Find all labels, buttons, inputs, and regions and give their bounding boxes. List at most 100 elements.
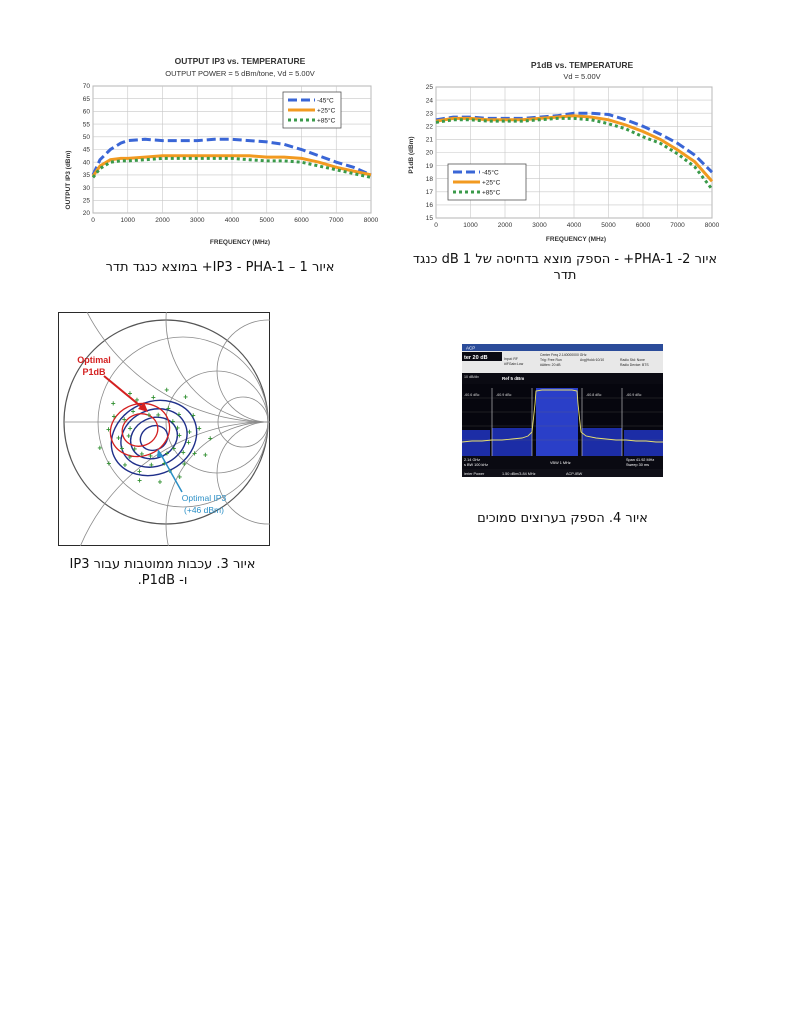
analyzer-settings-panel bbox=[462, 351, 663, 373]
smith-grid bbox=[63, 312, 270, 546]
trig-label: Trig: Free Run bbox=[540, 358, 562, 362]
impedance-plus-marker: + bbox=[208, 434, 213, 443]
impedance-plus-marker: + bbox=[181, 448, 186, 457]
atten-box bbox=[462, 352, 502, 361]
spectrum-trace bbox=[462, 389, 663, 443]
input-label: Input: RF bbox=[504, 357, 518, 361]
impedance-plus-marker: + bbox=[191, 411, 196, 420]
impedance-plus-marker: + bbox=[166, 404, 171, 413]
impedance-plus-marker: + bbox=[148, 452, 153, 461]
optimal-p1db-label: P1dB bbox=[82, 367, 106, 377]
main-channel-band bbox=[536, 388, 578, 456]
impedance-plus-marker: + bbox=[156, 410, 161, 419]
x-tick-label: 4000 bbox=[225, 217, 240, 224]
impedance-plus-marker: + bbox=[192, 449, 197, 458]
caption-figure-3: איור 3. עכבות ממוטבות עבור IP3 ו- P1dB. bbox=[50, 557, 275, 589]
y-tick-label: 40 bbox=[83, 159, 91, 166]
p1db-contour bbox=[109, 402, 171, 458]
x-tick-label: 5000 bbox=[260, 217, 275, 224]
marker-label-right-2: -60.9 dBc bbox=[626, 393, 642, 397]
adjacent-band-right-1 bbox=[582, 428, 622, 456]
impedance-plus-marker: + bbox=[165, 449, 170, 458]
legend-label: +85°C bbox=[482, 188, 501, 196]
caption-figure-4: איור 4. הספק בערוצים סמוכים bbox=[477, 511, 648, 526]
y-tick-label: 25 bbox=[83, 198, 91, 205]
impedance-plus-marker: + bbox=[111, 399, 116, 408]
caption-figure-2: איור 2- PHA-1+ - הספק מוצא בדחיסה של 1 d… bbox=[400, 252, 730, 284]
ip3-arrowhead bbox=[157, 449, 164, 457]
series-line bbox=[435, 116, 714, 191]
series-line bbox=[91, 156, 372, 179]
impedance-plus-marker: + bbox=[120, 444, 125, 453]
series-line bbox=[91, 154, 372, 178]
legend-label: +25°C bbox=[482, 178, 501, 186]
x-tick-label: 4000 bbox=[567, 222, 582, 229]
x-tick-label: 0 bbox=[91, 217, 95, 224]
y-tick-label: 22 bbox=[426, 124, 434, 131]
y-tick-label: 65 bbox=[83, 96, 91, 103]
plus-markers: ++++++++ ++++++++++ ++++++++++++++++++++++… bbox=[97, 386, 212, 487]
y-tick-label: 70 bbox=[83, 83, 91, 90]
adjacent-band-left-1 bbox=[492, 428, 532, 456]
radio-device-label: Radio Device: BTS bbox=[620, 363, 649, 367]
p1db-chart: P1dB vs. TEMPERATURE Vd = 5.00V P1dB (dB… bbox=[408, 60, 720, 243]
y-tick-label: 20 bbox=[83, 210, 91, 217]
y-tick-label: 16 bbox=[426, 202, 434, 209]
impedance-plus-marker: + bbox=[171, 444, 176, 453]
ref-level-label: 10 dB/div bbox=[464, 375, 479, 379]
caption-figure-3-line-2: ו- P1dB. bbox=[137, 573, 188, 588]
x-tick-label: 6000 bbox=[636, 222, 651, 229]
y-tick-label: 20 bbox=[426, 150, 434, 157]
atten-label: ter 20 dB bbox=[464, 355, 488, 361]
atten2-label: #Atten: 20 dB bbox=[540, 363, 561, 367]
series-line bbox=[91, 137, 372, 177]
y-tick-label: 17 bbox=[426, 189, 434, 196]
impedance-plus-marker: + bbox=[197, 424, 202, 433]
marker-label-left-2: -60.6 dBc bbox=[464, 393, 480, 397]
y-tick-label: 30 bbox=[83, 185, 91, 192]
avg-label: Avg|Hold>10/10 bbox=[580, 358, 604, 362]
x-axis-label: FREQUENCY (MHz) bbox=[210, 239, 270, 246]
impedance-plus-marker: + bbox=[164, 386, 169, 395]
y-tick-label: 21 bbox=[426, 137, 434, 144]
legend-label: +25°C bbox=[317, 106, 336, 114]
x-tick-label: 0 bbox=[434, 222, 438, 229]
impedance-plus-marker: + bbox=[186, 438, 191, 447]
marker-label-right-1: -60.8 dBc bbox=[586, 393, 602, 397]
x-tick-label: 6000 bbox=[294, 217, 309, 224]
spectrum-plot: -60.9 dBc -60.6 dBc -60.8 dBc -60.9 dBc bbox=[462, 384, 663, 456]
x-tick-label: 1000 bbox=[121, 217, 136, 224]
impedance-plus-marker: + bbox=[139, 449, 144, 458]
impedance-plus-marker: + bbox=[132, 445, 137, 454]
p1db-arrow bbox=[103, 375, 145, 410]
impedance-plus-marker: + bbox=[106, 425, 111, 434]
center-freq-label: Center Freq 2.140000000 GHz bbox=[540, 353, 587, 357]
impedance-plus-marker: + bbox=[123, 460, 128, 469]
caption-figure-2-line-1: איור 2- PHA-1+ - הספק מוצא בדחיסה של 1 d… bbox=[412, 252, 718, 267]
reactance-arc bbox=[216, 421, 270, 525]
impedance-plus-marker: + bbox=[122, 415, 127, 424]
legend-label: -45°C bbox=[317, 96, 334, 104]
impedance-plus-marker: + bbox=[177, 431, 182, 440]
chart-title: OUTPUT IP3 vs. TEMPERATURE bbox=[175, 56, 306, 66]
ip3-arrow bbox=[159, 452, 183, 493]
y-tick-label: 19 bbox=[426, 163, 434, 170]
impedance-plus-marker: + bbox=[131, 407, 136, 416]
impedance-plus-marker: + bbox=[149, 460, 154, 469]
impedance-plus-marker: + bbox=[128, 389, 133, 398]
impedance-plus-marker: + bbox=[158, 477, 163, 486]
y-tick-label: 24 bbox=[426, 97, 434, 104]
impedance-plus-marker: + bbox=[127, 453, 132, 462]
x-tick-label: 1000 bbox=[463, 222, 478, 229]
x-tick-label: 3000 bbox=[190, 217, 205, 224]
figure-frame bbox=[58, 312, 270, 546]
caption-figure-2-line-2: תדר bbox=[553, 268, 577, 283]
x-tick-label: 7000 bbox=[670, 222, 685, 229]
impedance-plus-marker: + bbox=[203, 450, 208, 459]
x-tick-label: 3000 bbox=[532, 222, 547, 229]
x-tick-label: 8000 bbox=[705, 222, 720, 229]
adjacent-band-right-2 bbox=[624, 430, 663, 456]
legend-label: +85°C bbox=[317, 116, 336, 124]
impedance-plus-marker: + bbox=[137, 476, 142, 485]
impedance-plus-marker: + bbox=[170, 417, 175, 426]
